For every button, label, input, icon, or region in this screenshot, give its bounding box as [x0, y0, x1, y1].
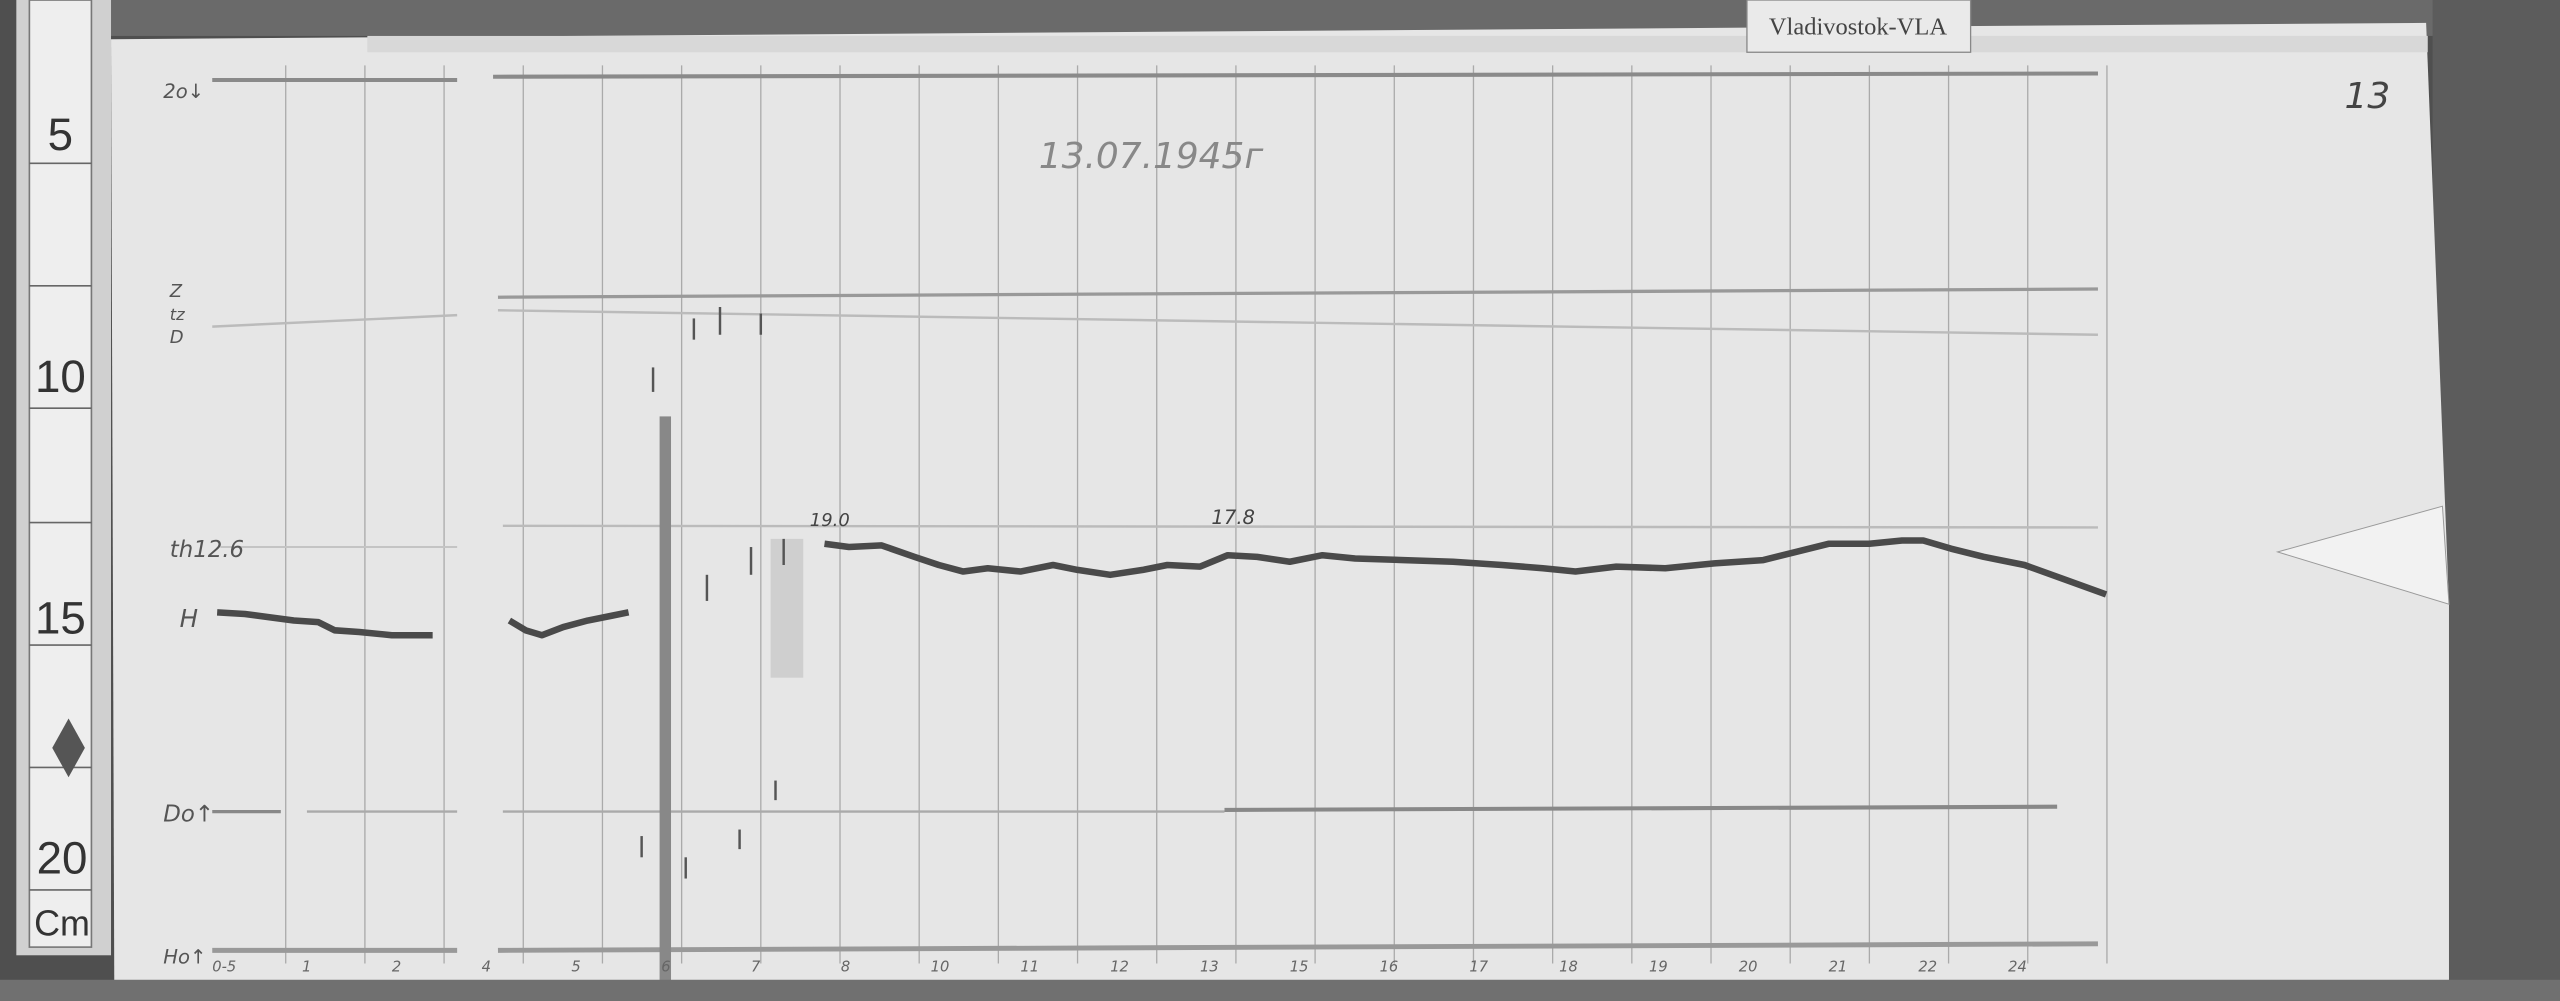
- baselines: [212, 71, 2098, 953]
- hour-mark-label: 1: [302, 959, 311, 976]
- label-bottom: Ho↑: [163, 945, 206, 968]
- trace-ticks: [640, 306, 785, 879]
- hour-mark-label: 5: [571, 959, 580, 976]
- paper-sheet: [111, 22, 2450, 988]
- h-trace: [216, 537, 2108, 639]
- label-d: Do↑: [163, 801, 214, 827]
- background-right: [2432, 0, 2560, 1001]
- hour-mark-label: 6: [661, 959, 670, 976]
- diamond-marker-icon: [52, 718, 85, 778]
- hour-mark-label: 20: [1739, 959, 1758, 976]
- hour-mark-label: 21: [1829, 959, 1848, 976]
- label-tz: tz: [170, 305, 185, 324]
- trace-annotation-19-0: 19.0: [810, 510, 850, 531]
- hour-mark-label: 2: [392, 959, 401, 976]
- storm-spike: [659, 416, 672, 988]
- smudge: [770, 538, 804, 678]
- hour-mark-label: 13: [1200, 959, 1219, 976]
- ruler-mark-5: 5: [48, 109, 73, 160]
- hour-mark-label: 8: [841, 959, 850, 976]
- hour-grid-lines: [285, 65, 2108, 964]
- ruler-mark-15: 15: [35, 593, 86, 644]
- sheet-number: 13: [2344, 76, 2390, 117]
- hour-mark-label: 22: [1918, 959, 1937, 976]
- hour-mark-label: 7: [751, 959, 761, 976]
- hour-mark-label: 11: [1020, 959, 1039, 976]
- ruler-mark-20: 20: [37, 833, 88, 884]
- record-date: 13.07.1945г: [1039, 136, 1265, 177]
- station-label: Vladivostok-VLA: [1769, 13, 1947, 40]
- hour-mark-label: 4: [482, 959, 491, 976]
- station-tag: Vladivostok-VLA: [1746, 0, 1972, 53]
- hour-mark-label: 24: [2008, 959, 2027, 976]
- hour-mark-label: 16: [1380, 959, 1399, 976]
- cm-ruler: 5 10 15 20 Cm: [16, 0, 112, 956]
- label-z: Z: [169, 281, 183, 302]
- hour-mark-label: 19: [1649, 959, 1668, 976]
- label-top: 2o↓: [163, 80, 204, 103]
- hour-mark-label: 18: [1559, 959, 1578, 976]
- hour-mark-label: 10: [931, 959, 950, 976]
- ruler-unit: Cm: [34, 903, 90, 944]
- trace-annotation-17-8: 17.8: [1211, 506, 1255, 529]
- hour-mark-label: 15: [1290, 959, 1309, 976]
- label-h: H: [180, 604, 198, 633]
- hour-mark-label: 12: [1110, 959, 1129, 976]
- ruler-mark-10: 10: [35, 351, 86, 402]
- hour-mark-label: 17: [1469, 959, 1488, 976]
- hour-mark-label: 0-5: [212, 959, 236, 976]
- label-d-small: D: [170, 327, 184, 348]
- label-th: th12.6: [170, 537, 244, 563]
- hour-marks: 0-5 1 2 4 5 6 7 8 10 11 12 13 15 16 17 18 19 20 21 22 24: [212, 959, 2027, 976]
- background-bottom: [0, 979, 2560, 1001]
